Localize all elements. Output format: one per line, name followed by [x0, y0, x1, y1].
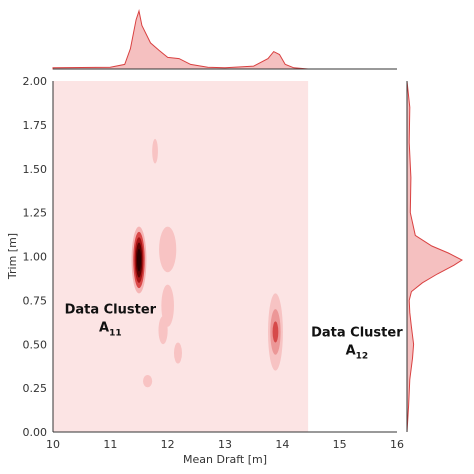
y-tick-label: 0.25 [23, 382, 48, 395]
x-tick-label: 16 [390, 438, 404, 451]
contour-level-1 [161, 284, 174, 327]
contour-level-1 [152, 138, 158, 164]
contour-level-1 [159, 226, 177, 273]
density-contours [131, 138, 283, 388]
annotation-label: A12 [346, 343, 369, 361]
density-peak-4 [159, 226, 177, 273]
density-peak-8 [143, 374, 153, 388]
contour-level-1 [143, 374, 153, 388]
y-tick-label: 0.75 [23, 294, 48, 307]
y-axis-title: Trim [m] [6, 233, 19, 280]
density-peak-5 [161, 284, 174, 327]
y-tick-labels: 0.00 0.25 0.50 0.75 1.00 1.25 1.50 1.75 2.00 [23, 75, 48, 439]
x-tick-labels: 10 11 12 13 14 15 16 [46, 438, 404, 451]
x-tick-label: 13 [218, 438, 232, 451]
density-peak-2 [268, 293, 283, 371]
x-axis-title: Mean Draft [m] [183, 453, 267, 466]
x-tick-label: 12 [161, 438, 175, 451]
x-tick-label: 10 [46, 438, 60, 451]
annotation-title: Data Cluster [65, 302, 157, 317]
contour-level-5 [136, 248, 142, 272]
y-tick-label: 2.00 [23, 75, 48, 88]
annotation-label: A11 [99, 320, 122, 338]
y-tick-label: 0.50 [23, 338, 48, 351]
top-marginal-curve [52, 9, 309, 70]
x-tick-label: 15 [333, 438, 347, 451]
annotation-title: Data Cluster [311, 325, 403, 340]
contour-level-1 [158, 316, 168, 345]
cluster-annotation-2: Data Cluster A12 [311, 325, 403, 361]
contour-level-1 [173, 342, 182, 364]
x-tick-label: 14 [275, 438, 289, 451]
shaded-region [53, 81, 309, 432]
top-marginal-density [52, 9, 397, 70]
plot-region [53, 81, 309, 432]
axes [52, 81, 397, 433]
y-tick-label: 0.00 [23, 426, 48, 439]
y-tick-label: 1.50 [23, 163, 48, 176]
contour-level-3 [272, 321, 279, 343]
y-tick-label: 1.25 [23, 207, 48, 220]
x-tick-label: 11 [103, 438, 117, 451]
cluster-annotation-1: Data Cluster A11 [65, 302, 157, 338]
density-peak-3 [152, 138, 158, 164]
y-tick-label: 1.00 [23, 251, 48, 264]
right-marginal-curve [406, 80, 463, 433]
y-tick-label: 1.75 [23, 119, 48, 132]
right-marginal-density [406, 80, 463, 433]
cluster-annotations: Data Cluster A11 Data Cluster A12 [65, 302, 404, 361]
density-peak-1 [131, 226, 147, 294]
density-peak-6 [158, 316, 168, 345]
density-peak-7 [173, 342, 182, 364]
